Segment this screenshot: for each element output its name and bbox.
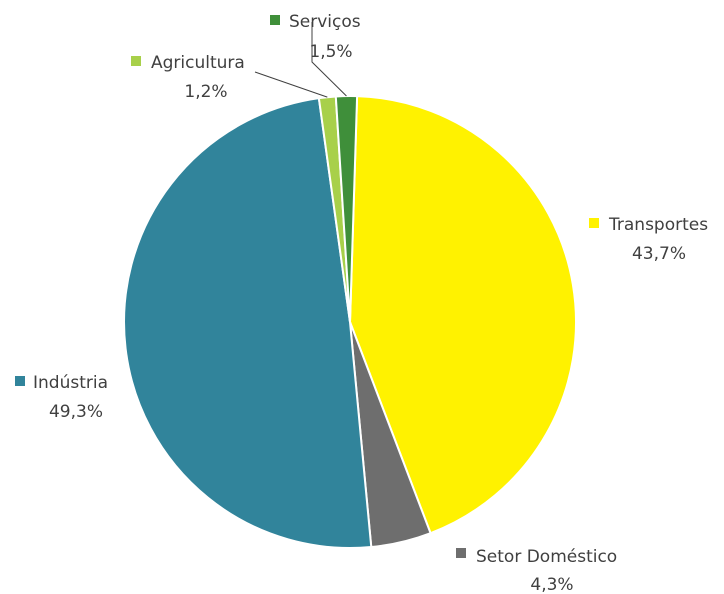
label-name-industria: Indústria xyxy=(33,373,108,393)
leader-line-servicos xyxy=(311,22,347,97)
label-industria: Indústria 49,3% xyxy=(15,373,108,422)
legend-swatch-setor-domestico xyxy=(456,548,466,558)
pie-slices xyxy=(123,95,578,549)
label-agricultura: Agricultura 1,2% xyxy=(131,53,245,102)
label-value-agricultura: 1,2% xyxy=(184,82,227,102)
label-servicos: Serviços 1,5% xyxy=(270,12,361,62)
leader-line-agricultura xyxy=(254,71,328,98)
legend-swatch-transportes xyxy=(589,218,599,228)
legend-swatch-agricultura xyxy=(131,56,141,66)
label-setor-domestico: Setor Doméstico 4,3% xyxy=(456,547,617,594)
pie-slice-industria xyxy=(123,97,373,549)
label-transportes: Transportes 43,7% xyxy=(589,215,708,264)
label-value-industria: 49,3% xyxy=(49,402,103,422)
legend-swatch-servicos xyxy=(270,15,280,25)
label-name-servicos: Serviços xyxy=(289,12,361,32)
legend-swatch-industria xyxy=(15,376,25,386)
label-name-setor-domestico: Setor Doméstico xyxy=(476,547,617,567)
label-value-setor-domestico: 4,3% xyxy=(530,575,573,594)
pie-slice-servicos xyxy=(334,95,359,323)
label-value-servicos: 1,5% xyxy=(309,42,352,62)
label-name-transportes: Transportes xyxy=(608,215,708,235)
label-value-transportes: 43,7% xyxy=(632,244,686,264)
label-name-agricultura: Agricultura xyxy=(151,53,245,73)
leader-lines xyxy=(254,22,347,98)
pie-slice-transportes xyxy=(348,95,578,535)
